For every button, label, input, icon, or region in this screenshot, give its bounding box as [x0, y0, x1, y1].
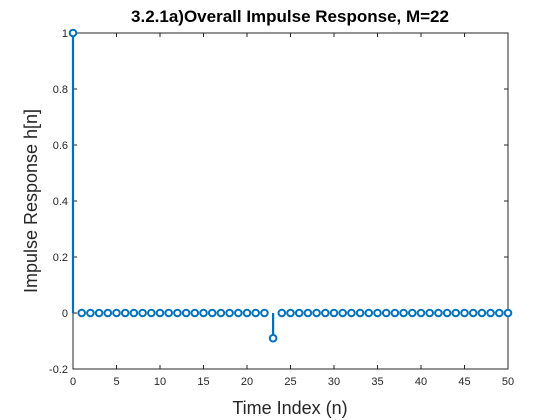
stem-marker — [173, 308, 182, 318]
stem-marker — [251, 308, 260, 318]
stem-marker — [381, 308, 391, 318]
stem-marker — [120, 308, 130, 318]
x-tick-label: 30 — [328, 376, 340, 388]
stem-marker — [207, 308, 217, 318]
stem-marker — [294, 308, 304, 318]
stem-marker — [190, 308, 200, 318]
stem-marker — [347, 308, 356, 318]
stem-marker — [399, 308, 408, 318]
stem-marker — [147, 308, 156, 318]
stem-marker — [260, 308, 269, 318]
stem-marker — [338, 308, 348, 318]
stem-marker — [364, 308, 374, 318]
stem-marker — [103, 308, 113, 318]
stem-marker — [181, 308, 191, 318]
stem-marker — [312, 308, 321, 318]
stem-marker — [408, 308, 417, 318]
stem-marker — [155, 308, 165, 318]
stem-marker — [468, 308, 478, 318]
y-tick-label: 1 — [62, 28, 68, 40]
stem-marker — [442, 308, 452, 318]
stem-marker — [495, 308, 504, 318]
stem-marker — [477, 308, 487, 318]
stem-marker — [434, 308, 443, 318]
stem-marker — [216, 308, 226, 318]
stem-marker — [355, 308, 365, 318]
x-tick-label: 35 — [371, 376, 383, 388]
y-tick-label: 0.2 — [53, 252, 68, 264]
x-axis-label: Time Index (n) — [232, 398, 347, 418]
stem-marker — [286, 308, 295, 318]
stem-marker — [129, 308, 139, 318]
stem-marker — [225, 308, 234, 318]
y-tick-label: 0 — [62, 308, 68, 320]
stem-marker — [390, 308, 400, 318]
y-tick-label: 0.8 — [53, 84, 68, 96]
stem-marker — [199, 308, 208, 318]
stem-marker — [277, 308, 287, 318]
stem-marker — [321, 308, 330, 318]
stem-marker — [68, 28, 78, 38]
x-tick-label: 20 — [241, 376, 253, 388]
x-tick-label: 15 — [197, 376, 209, 388]
stem-marker — [112, 308, 121, 318]
stem-marker — [329, 308, 339, 318]
chart-title: 3.2.1a)Overall Impulse Response, M=22 — [131, 7, 449, 26]
stem-marker — [486, 308, 495, 318]
x-tick-label: 50 — [502, 376, 514, 388]
y-tick-label: 0.4 — [53, 196, 68, 208]
y-axis-label: Impulse Response h[n] — [21, 109, 41, 293]
x-tick-label: 25 — [284, 376, 296, 388]
x-tick-label: 40 — [415, 376, 427, 388]
y-tick-label: -0.2 — [49, 364, 68, 376]
stem-marker — [77, 308, 86, 318]
stem-marker — [451, 308, 461, 318]
stem-marker — [416, 308, 426, 318]
x-tick-label: 5 — [113, 376, 119, 388]
stem-marker — [94, 308, 104, 318]
stem-marker — [460, 308, 469, 318]
x-tick-label: 10 — [154, 376, 166, 388]
stem-series — [68, 28, 513, 343]
stem-marker — [303, 308, 313, 318]
stem-marker — [138, 308, 147, 318]
stem-marker — [268, 333, 278, 343]
stem-marker — [164, 308, 173, 318]
x-tick-label: 45 — [458, 376, 470, 388]
x-tick-label: 0 — [70, 376, 76, 388]
stem-marker — [234, 308, 243, 318]
stem-marker — [242, 308, 252, 318]
y-tick-label: 0.6 — [53, 140, 68, 152]
stem-marker — [425, 308, 435, 318]
stem-marker — [86, 308, 95, 318]
x-axis-ticks: 0 5 10 15 20 25 30 35 40 45 50 — [70, 33, 514, 388]
plot-area: 0 5 10 15 20 25 30 35 40 45 50 -0.200.20.40.60.81 — [49, 28, 514, 388]
stem-marker — [503, 308, 513, 318]
stem-marker — [373, 308, 382, 318]
